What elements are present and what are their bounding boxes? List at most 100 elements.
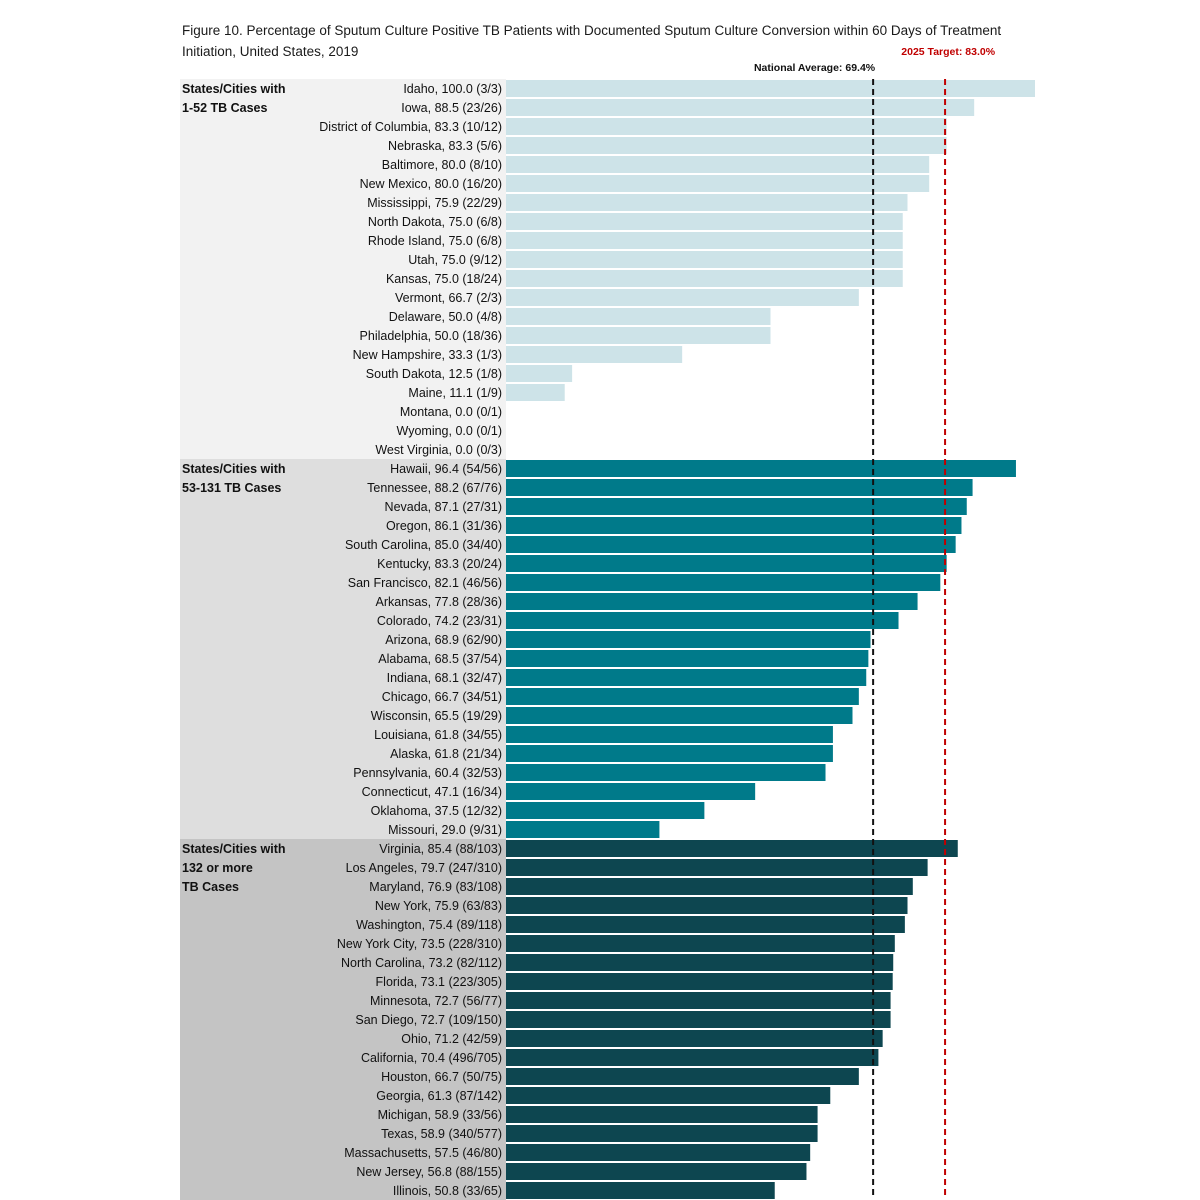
bar-label: Utah, 75.0 (9/12) xyxy=(408,253,502,267)
bar xyxy=(506,251,903,268)
bar xyxy=(506,612,899,629)
bar xyxy=(506,137,947,154)
bar xyxy=(506,631,871,648)
bar xyxy=(506,289,859,306)
bar xyxy=(506,840,958,857)
bar-label: Oregon, 86.1 (31/36) xyxy=(386,519,502,533)
bar-label: Wisconsin, 65.5 (19/29) xyxy=(371,709,502,723)
bar xyxy=(506,821,660,838)
bar xyxy=(506,574,941,591)
bar-label: North Dakota, 75.0 (6/8) xyxy=(368,215,502,229)
bar-label: Louisiana, 61.8 (34/55) xyxy=(374,728,502,742)
bar-label: Florida, 73.1 (223/305) xyxy=(376,975,502,989)
bar xyxy=(506,346,683,363)
bar xyxy=(506,897,908,914)
bar xyxy=(506,308,771,325)
bar xyxy=(506,536,956,553)
bar xyxy=(506,1144,811,1161)
bar xyxy=(506,707,853,724)
bar-label: New Hampshire, 33.3 (1/3) xyxy=(353,348,502,362)
bar-label: New York City, 73.5 (228/310) xyxy=(337,937,502,951)
bar-label: Missouri, 29.0 (9/31) xyxy=(388,823,502,837)
bar-label: Georgia, 61.3 (87/142) xyxy=(376,1089,502,1103)
bar-label: San Diego, 72.7 (109/150) xyxy=(355,1013,502,1027)
bar xyxy=(506,973,893,990)
group-labels-layer: States/Cities with 1-52 TB Cases States/Ci… xyxy=(182,82,286,894)
bar-label: California, 70.4 (496/705) xyxy=(361,1051,502,1065)
bar xyxy=(506,1049,879,1066)
bar xyxy=(506,365,573,382)
bar-label: Maryland, 76.9 (83/108) xyxy=(369,880,502,894)
bar xyxy=(506,80,1035,97)
bar-label: Washington, 75.4 (89/118) xyxy=(356,918,502,932)
bar xyxy=(506,498,967,515)
bar-label: Wyoming, 0.0 (0/1) xyxy=(397,424,502,438)
bar-label: Kentucky, 83.3 (20/24) xyxy=(377,557,502,571)
bar-label: Ohio, 71.2 (42/59) xyxy=(401,1032,502,1046)
group-band-2 xyxy=(180,839,506,1200)
group-label: States/Cities with xyxy=(182,462,286,476)
group-label: States/Cities with xyxy=(182,842,286,856)
bar-label: Massachusetts, 57.5 (46/80) xyxy=(344,1146,502,1160)
bar-label: Delaware, 50.0 (4/8) xyxy=(389,310,502,324)
bar xyxy=(506,650,869,667)
group-bands xyxy=(180,79,506,1200)
bar-label: Nevada, 87.1 (27/31) xyxy=(385,500,502,514)
bar xyxy=(506,1125,818,1142)
bar-label: North Carolina, 73.2 (82/112) xyxy=(341,956,502,970)
bar-label: Arkansas, 77.8 (28/36) xyxy=(376,595,502,609)
bar xyxy=(506,802,705,819)
bar xyxy=(506,1106,818,1123)
bar-label: New Mexico, 80.0 (16/20) xyxy=(360,177,502,191)
bar-label: West Virginia, 0.0 (0/3) xyxy=(375,443,502,457)
bar-label: Baltimore, 80.0 (8/10) xyxy=(382,158,502,172)
bar xyxy=(506,688,859,705)
group-label: 1-52 TB Cases xyxy=(182,101,268,115)
group-label: States/Cities with xyxy=(182,82,286,96)
group-label: 53-131 TB Cases xyxy=(182,481,281,495)
bar-label: Arizona, 68.9 (62/90) xyxy=(385,633,502,647)
bar xyxy=(506,384,565,401)
target-label: 2025 Target: 83.0% xyxy=(901,46,995,58)
group-band-0 xyxy=(180,79,506,459)
bar-label: Virginia, 85.4 (88/103) xyxy=(379,842,502,856)
bar xyxy=(506,764,826,781)
bar xyxy=(506,1163,807,1180)
bar xyxy=(506,99,975,116)
bar-label: Los Angeles, 79.7 (247/310) xyxy=(346,861,502,875)
bar-label: Alabama, 68.5 (37/54) xyxy=(378,652,502,666)
figure-title: Figure 10. Percentage of Sputum Culture … xyxy=(182,23,1002,59)
bar xyxy=(506,517,962,534)
bar xyxy=(506,156,930,173)
national-average-label: National Average: 69.4% xyxy=(754,62,876,74)
bar-label: South Carolina, 85.0 (34/40) xyxy=(345,538,502,552)
bar xyxy=(506,878,913,895)
bar-label: Iowa, 88.5 (23/26) xyxy=(401,101,502,115)
bar-label: Pennsylvania, 60.4 (32/53) xyxy=(353,766,502,780)
group-band-1 xyxy=(180,459,506,839)
bar-label: Philadelphia, 50.0 (18/36) xyxy=(360,329,502,343)
bar xyxy=(506,1182,775,1199)
bar-label: Mississippi, 75.9 (22/29) xyxy=(367,196,502,210)
bar-label: Houston, 66.7 (50/75) xyxy=(381,1070,502,1084)
bar xyxy=(506,213,903,230)
bar xyxy=(506,460,1016,477)
bar-label: Texas, 58.9 (340/577) xyxy=(381,1127,502,1141)
bar-labels-layer: Idaho, 100.0 (3/3) Iowa, 88.5 (23/26) Dist… xyxy=(319,82,502,1198)
bar-label: Hawaii, 96.4 (54/56) xyxy=(390,462,502,476)
bar xyxy=(506,669,867,686)
bar xyxy=(506,1030,883,1047)
bar xyxy=(506,954,894,971)
bar-label: New York, 75.9 (63/83) xyxy=(375,899,502,913)
bar-label: Colorado, 74.2 (23/31) xyxy=(377,614,502,628)
bar xyxy=(506,593,918,610)
bar-label: Maine, 11.1 (1/9) xyxy=(408,386,502,400)
bar-label: Connecticut, 47.1 (16/34) xyxy=(362,785,502,799)
bar-label: Vermont, 66.7 (2/3) xyxy=(395,291,502,305)
bar xyxy=(506,479,973,496)
bar xyxy=(506,916,905,933)
bar xyxy=(506,1011,891,1028)
bar xyxy=(506,726,833,743)
bar xyxy=(506,1068,859,1085)
